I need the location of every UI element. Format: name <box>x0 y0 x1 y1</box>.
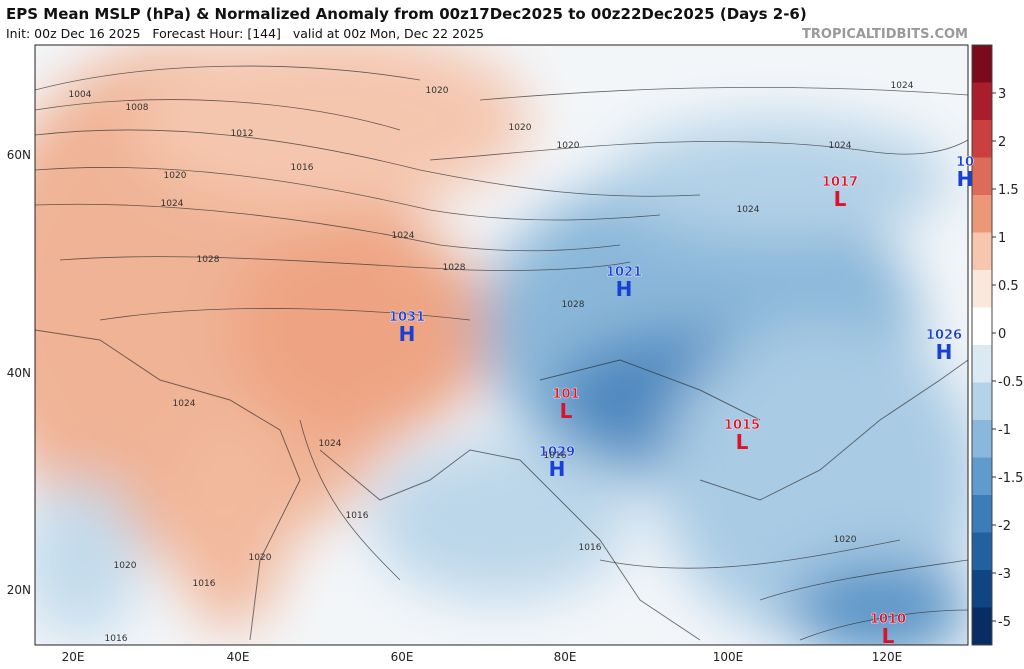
lon-label: 120E <box>872 650 903 664</box>
colorbar-swatch <box>972 607 992 646</box>
lat-label: 60N <box>7 148 31 162</box>
colorbar: 3 2 1.5 1 0.5 0 -0.5 -1 -1.5 -2 -3 -5 <box>971 44 1023 646</box>
center-value: 1015 <box>724 418 760 433</box>
isobar-label: 1020 <box>509 123 532 133</box>
lon-label: 100E <box>713 650 744 664</box>
center-value: 1017 <box>822 175 858 190</box>
colorbar-label: 2 <box>998 135 1006 150</box>
isobar-label: 1004 <box>69 90 92 100</box>
colorbar-swatch <box>972 307 992 346</box>
colorbar-swatch <box>972 457 992 496</box>
isobar-label: 1020 <box>426 86 449 96</box>
center-letter: H <box>957 167 974 191</box>
colorbar-label: -3 <box>998 567 1011 582</box>
center-value: 1026 <box>926 328 962 343</box>
center-value: 1010 <box>870 612 906 627</box>
map <box>35 45 968 645</box>
colorbar-label: 3 <box>998 87 1006 102</box>
colorbar-swatch <box>972 120 992 158</box>
center-letter: L <box>736 430 749 454</box>
center-letter: L <box>834 187 847 211</box>
isobar-label: 1024 <box>392 231 415 241</box>
colorbar-label: -1 <box>998 423 1011 438</box>
isobar-label: 1020 <box>164 171 187 181</box>
isobar-label: 1024 <box>891 81 914 91</box>
colorbar-label: 0 <box>998 327 1006 342</box>
center-value: 1021 <box>606 265 642 280</box>
colorbar-label: -0.5 <box>998 375 1023 390</box>
lon-label: 60E <box>391 650 414 664</box>
center-value: 1029 <box>539 445 575 460</box>
isobar-label: 1028 <box>562 300 585 310</box>
center-letter: H <box>936 340 953 364</box>
map-frame <box>34 44 969 646</box>
colorbar-swatch <box>972 570 992 608</box>
colorbar-label: -5 <box>998 615 1011 630</box>
isobar-label: 1024 <box>829 141 852 151</box>
isobar-label: 1020 <box>834 535 857 545</box>
isobar-label: 1024 <box>173 399 196 409</box>
isobar-label: 1016 <box>105 634 128 644</box>
isobar-label: 1020 <box>557 141 580 151</box>
isobar-label: 1020 <box>249 553 272 563</box>
lat-label: 20N <box>7 583 31 597</box>
colorbar-swatch <box>972 82 992 121</box>
center-letter: H <box>616 277 633 301</box>
isobar-label: 1016 <box>346 511 369 521</box>
lon-label: 40E <box>227 650 250 664</box>
isobar-label: 1012 <box>231 129 254 139</box>
center-letter: L <box>882 624 895 648</box>
isobar-label: 1016 <box>579 543 602 553</box>
lon-label: 20E <box>62 650 85 664</box>
center-value: 10 <box>956 155 974 170</box>
isobar-label: 1008 <box>126 103 149 113</box>
isobar-label: 1028 <box>197 255 220 265</box>
colorbar-swatch <box>972 532 992 571</box>
lat-label: 40N <box>7 366 31 380</box>
lon-label: 80E <box>554 650 577 664</box>
colorbar-label: -1.5 <box>998 471 1023 486</box>
center-value: 1031 <box>389 310 425 325</box>
subtitle: Init: 00z Dec 16 2025 Forecast Hour: [14… <box>6 26 484 41</box>
center-letter: H <box>399 322 416 346</box>
isobar-label: 1028 <box>443 263 466 273</box>
colorbar-label: 1 <box>998 231 1006 246</box>
isobar-label: 1024 <box>161 199 184 209</box>
colorbar-swatch <box>972 45 992 83</box>
colorbar-label: -2 <box>998 519 1011 534</box>
isobar-label: 1016 <box>193 579 216 589</box>
colorbar-frame <box>971 44 993 646</box>
colorbar-swatch <box>972 345 992 383</box>
isobar-label: 1016 <box>291 163 314 173</box>
colorbar-swatch <box>972 195 992 233</box>
center-letter: H <box>549 457 566 481</box>
center-value: 101 <box>552 387 579 402</box>
credit: TROPICALTIDBITS.COM <box>802 27 968 42</box>
colorbar-label: 1.5 <box>998 183 1019 198</box>
colorbar-swatch <box>972 270 992 308</box>
colorbar-swatch <box>972 495 992 533</box>
isobar-label: 1024 <box>737 205 760 215</box>
colorbar-swatch <box>972 420 992 458</box>
colorbar-label: 0.5 <box>998 279 1019 294</box>
isobar-label: 1024 <box>319 439 342 449</box>
title: EPS Mean MSLP (hPa) & Normalized Anomaly… <box>6 5 807 23</box>
colorbar-swatch <box>972 382 992 421</box>
isobar-label: 1020 <box>114 561 137 571</box>
colorbar-swatch <box>972 157 992 196</box>
colorbar-swatch <box>972 232 992 271</box>
center-letter: L <box>560 399 573 423</box>
isobar-label: 1016 <box>544 451 567 461</box>
